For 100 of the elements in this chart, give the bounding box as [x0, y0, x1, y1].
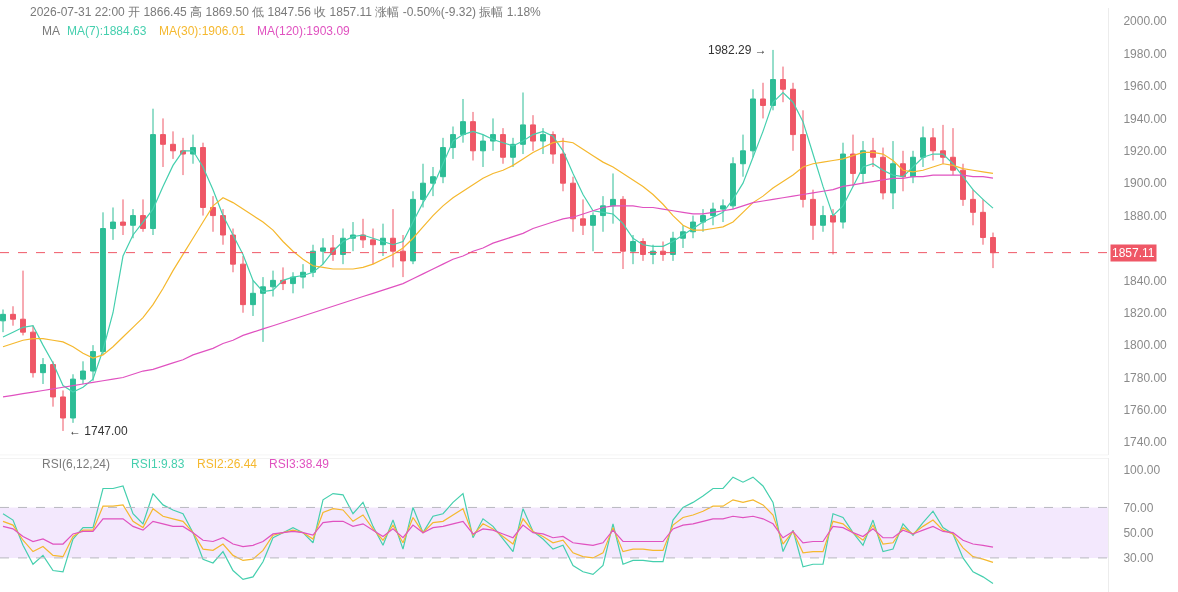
- candlestick: [740, 134, 746, 178]
- candlestick: [250, 279, 256, 317]
- candlestick: [970, 189, 976, 226]
- candlestick: [500, 127, 506, 165]
- y-tick-label: 1940.00: [1123, 111, 1168, 126]
- series-label: RSI1:9.83: [131, 457, 185, 471]
- candlestick: [920, 126, 926, 168]
- candlestick: [520, 92, 526, 155]
- candlestick: [540, 127, 546, 155]
- legend-title: RSI(6,12,24): [42, 457, 111, 471]
- y-tick-label: 1780.00: [1123, 370, 1168, 385]
- candlestick: [130, 208, 136, 239]
- candlestick: [370, 228, 376, 265]
- candlestick: [780, 66, 786, 103]
- candlestick: [70, 373, 76, 424]
- candlestick: [290, 271, 296, 294]
- candlestick: [800, 109, 806, 208]
- candlestick: [40, 357, 46, 385]
- candlestick: [50, 360, 56, 408]
- candlestick: [820, 205, 826, 233]
- text: RSI2:26.44: [197, 457, 258, 471]
- candlestick: [420, 163, 426, 208]
- candlestick: [440, 137, 446, 184]
- y-tick-label: 50.00: [1123, 525, 1154, 540]
- candlestick: [700, 208, 706, 233]
- y-tick-label: 1800.00: [1123, 338, 1168, 353]
- candlestick: [0, 309, 6, 333]
- candlestick: [880, 147, 886, 200]
- candlestick: [160, 117, 166, 168]
- y-tick-label: 30.00: [1123, 551, 1154, 566]
- candlestick: [980, 198, 986, 246]
- candlestick: [220, 208, 226, 246]
- candlestick: [120, 198, 126, 236]
- candlestick: [460, 98, 466, 144]
- candlestick: [90, 344, 96, 382]
- candlestick: [270, 270, 276, 298]
- annotation: 1982.29 →: [708, 43, 767, 57]
- line-series: [2, 91, 994, 393]
- y-tick-label: 1880.00: [1123, 208, 1168, 223]
- line-series: [2, 140, 994, 359]
- candlestick: [480, 134, 486, 168]
- candlestick: [470, 111, 476, 162]
- candlestick: [210, 195, 216, 233]
- candlestick: [390, 208, 396, 268]
- candlestick: [240, 255, 246, 314]
- candlestick: [590, 211, 596, 252]
- candlestick: [260, 276, 266, 343]
- text: MA(7):1884.63: [67, 24, 147, 38]
- candlestick: [790, 82, 796, 152]
- candlestick: [720, 198, 726, 223]
- candlestick: [840, 142, 846, 230]
- candlestick: [110, 206, 116, 241]
- line-series: [2, 476, 994, 584]
- candlestick: [560, 137, 566, 192]
- candlestick: [80, 360, 86, 385]
- candlestick: [960, 163, 966, 207]
- y-tick-label: 1740.00: [1123, 435, 1168, 450]
- candlestick: [570, 176, 576, 233]
- candlestick: [20, 270, 26, 336]
- y-tick-label: 70.00: [1123, 500, 1154, 515]
- candlestick: [770, 49, 776, 111]
- candlestick: [410, 190, 416, 265]
- candlestick: [150, 108, 156, 236]
- candlestick: [730, 156, 736, 210]
- candlestick: [610, 172, 616, 225]
- chart-title: 2026-07-31 22:00 开 1866.45 高 1869.50 低 1847.56 收 1857.11 涨幅 -0.50%(-9.32) 振幅 1.18%: [30, 5, 542, 19]
- candlestick: [180, 137, 186, 176]
- y-tick-label: 1820.00: [1123, 305, 1168, 320]
- y-tick-label: 1760.00: [1123, 403, 1168, 418]
- candlestick: [850, 134, 856, 187]
- candlestick: [30, 325, 36, 379]
- candlestick: [630, 234, 636, 265]
- candlestick: [10, 305, 16, 327]
- y-tick-label: 100.00: [1123, 462, 1161, 477]
- text: MA(30):1906.01: [159, 24, 246, 38]
- legend-title: MA: [42, 24, 60, 38]
- candlestick: [60, 389, 66, 432]
- candlestick: [170, 130, 176, 160]
- candlestick: [200, 142, 206, 217]
- candlestick: [580, 198, 586, 236]
- line-series: [2, 499, 994, 564]
- candlestick: [360, 218, 366, 249]
- candlestick: [100, 211, 106, 356]
- y-tick-label: 1960.00: [1123, 79, 1168, 94]
- ref-line-label: 1857.11: [1112, 246, 1155, 260]
- y-tick-label: 1900.00: [1123, 176, 1168, 191]
- line-series: [2, 515, 994, 548]
- text: MA(120):1903.09: [257, 24, 351, 38]
- y-tick-label: 1980.00: [1123, 46, 1168, 61]
- candlestick: [930, 127, 936, 162]
- candlestick: [750, 88, 756, 158]
- candlestick: [430, 166, 436, 197]
- candlestick: [870, 137, 876, 168]
- candlestick: [760, 82, 766, 119]
- candlestick: [510, 137, 516, 168]
- candlestick: [890, 140, 896, 210]
- y-tick-label: 2000.00: [1123, 14, 1168, 29]
- candlestick: [810, 189, 816, 241]
- text: RSI3:38.49: [269, 457, 330, 471]
- candlestick: [320, 237, 326, 265]
